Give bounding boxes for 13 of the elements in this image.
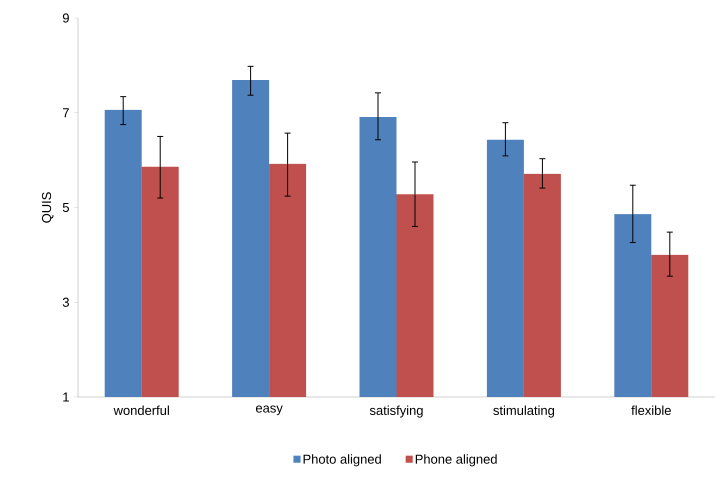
y-tick-label: 5 [62, 202, 69, 212]
x-tick-label: flexible [631, 405, 671, 416]
legend-label: Phone aligned [416, 454, 497, 466]
y-axis-title: QUIS [42, 192, 54, 223]
y-tick-label: 7 [62, 108, 69, 118]
y-tick-label: 9 [62, 13, 69, 23]
x-tick-label: easy [256, 406, 283, 416]
y-tick-label: 3 [62, 298, 69, 307]
x-tick-label: satisfying [370, 405, 423, 418]
y-tick-label: 1 [63, 392, 69, 402]
legend-label: Photo aligned [304, 454, 381, 466]
x-tick-label: wonderful [114, 405, 169, 416]
x-tick-label: stimulating [493, 405, 554, 418]
